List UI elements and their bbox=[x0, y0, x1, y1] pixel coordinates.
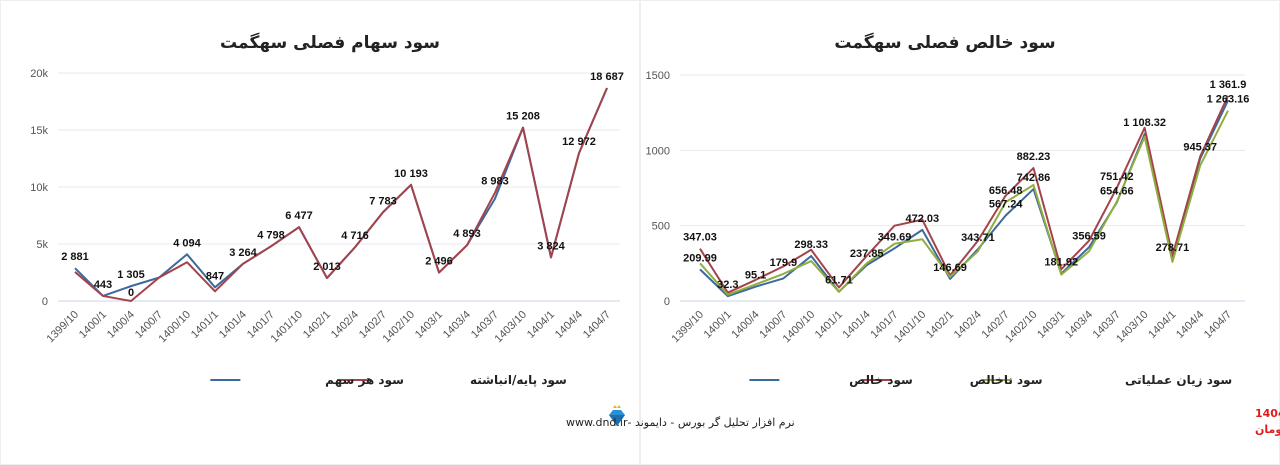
left-chart-title: سود سهام فصلی سهگمت bbox=[220, 32, 440, 53]
data-label: 882.23 bbox=[1017, 151, 1051, 163]
data-label: 32.3 bbox=[717, 279, 738, 291]
data-label: 7 783 bbox=[369, 195, 397, 207]
data-label: 847 bbox=[206, 270, 224, 282]
data-label: 8 983 bbox=[481, 176, 509, 188]
data-label: 181.92 bbox=[1044, 257, 1078, 269]
data-label: 209.99 bbox=[683, 252, 717, 264]
y-tick-label: 1500 bbox=[646, 70, 670, 82]
y-tick-label: 1000 bbox=[646, 145, 670, 157]
data-label: 4 716 bbox=[341, 230, 369, 242]
y-tick-label: 20k bbox=[30, 68, 48, 80]
right-panel bbox=[640, 0, 1280, 465]
unit-note: * تمام قیمت میلیارد تومان bbox=[1255, 423, 1280, 436]
data-label: 3 824 bbox=[537, 240, 565, 252]
series-line-3 bbox=[699, 110, 1229, 296]
data-label: 298.33 bbox=[794, 239, 828, 251]
y-tick-label: 5k bbox=[36, 239, 48, 251]
data-label: 237.85 bbox=[850, 248, 884, 260]
data-label: 1 263.16 bbox=[1207, 94, 1250, 106]
legend-label: سود زیان عملیاتی bbox=[1125, 373, 1232, 388]
data-label: 15 208 bbox=[506, 111, 540, 123]
data-label: 61.71 bbox=[825, 275, 853, 287]
y-tick-label: 0 bbox=[42, 296, 48, 308]
data-label: 945.37 bbox=[1183, 142, 1217, 154]
y-tick-label: 10k bbox=[30, 182, 48, 194]
data-label: 2 496 bbox=[425, 256, 453, 268]
data-label: 4 893 bbox=[453, 228, 481, 240]
data-label: 472.03 bbox=[905, 213, 939, 225]
data-label: 6 477 bbox=[285, 210, 313, 222]
data-label: 278.71 bbox=[1156, 242, 1190, 254]
data-label: 3 264 bbox=[229, 247, 257, 259]
y-tick-label: 500 bbox=[652, 221, 670, 233]
data-label: 343.71 bbox=[961, 232, 995, 244]
data-label: 1 361.9 bbox=[1210, 79, 1247, 91]
fiscal-year-note: * سال مالی 1404/10/30 bbox=[1255, 407, 1280, 420]
data-label: 1 108.32 bbox=[1123, 117, 1166, 129]
legend-label: سود خالص bbox=[849, 373, 913, 388]
data-label: 2 013 bbox=[313, 261, 341, 273]
left-panel bbox=[0, 0, 640, 465]
data-label: 4 798 bbox=[257, 229, 285, 241]
data-label: 2 881 bbox=[61, 251, 89, 263]
data-label: 146.69 bbox=[933, 262, 967, 274]
legend-label: سود ناخالص bbox=[970, 373, 1043, 388]
data-label: 656.48 bbox=[989, 185, 1023, 197]
data-label: 347.03 bbox=[683, 232, 717, 244]
data-label: 18 687 bbox=[590, 71, 624, 83]
data-label: 10 193 bbox=[394, 168, 428, 180]
data-label: 179.9 bbox=[770, 257, 798, 269]
data-label: 349.69 bbox=[878, 231, 912, 243]
data-label: 4 094 bbox=[173, 237, 201, 249]
right-chart-title: سود خالص فصلی سهگمت bbox=[834, 32, 1055, 53]
data-label: 356.59 bbox=[1072, 230, 1106, 242]
brand-text: نرم افزار تحلیل گر بورس - دایموند -www.d… bbox=[566, 416, 795, 429]
data-label: 0 bbox=[128, 287, 134, 299]
data-label: 95.1 bbox=[745, 270, 766, 282]
data-label: 1 305 bbox=[117, 269, 145, 281]
series-line-2 bbox=[699, 95, 1229, 294]
data-label: 751.42 bbox=[1100, 171, 1134, 183]
y-tick-label: 0 bbox=[664, 296, 670, 308]
diamond-icon bbox=[609, 405, 625, 426]
legend-label: سود هر سهم bbox=[325, 373, 404, 388]
y-tick-label: 15k bbox=[30, 125, 48, 137]
data-label: 567.24 bbox=[989, 199, 1024, 211]
series-line-2 bbox=[74, 87, 608, 302]
data-label: 654.66 bbox=[1100, 185, 1134, 197]
data-label: 742.86 bbox=[1017, 172, 1051, 184]
legend-label: سود پایه/انباشته bbox=[470, 373, 567, 388]
data-label: 12 972 bbox=[562, 136, 596, 148]
data-label: 443 bbox=[94, 279, 112, 291]
